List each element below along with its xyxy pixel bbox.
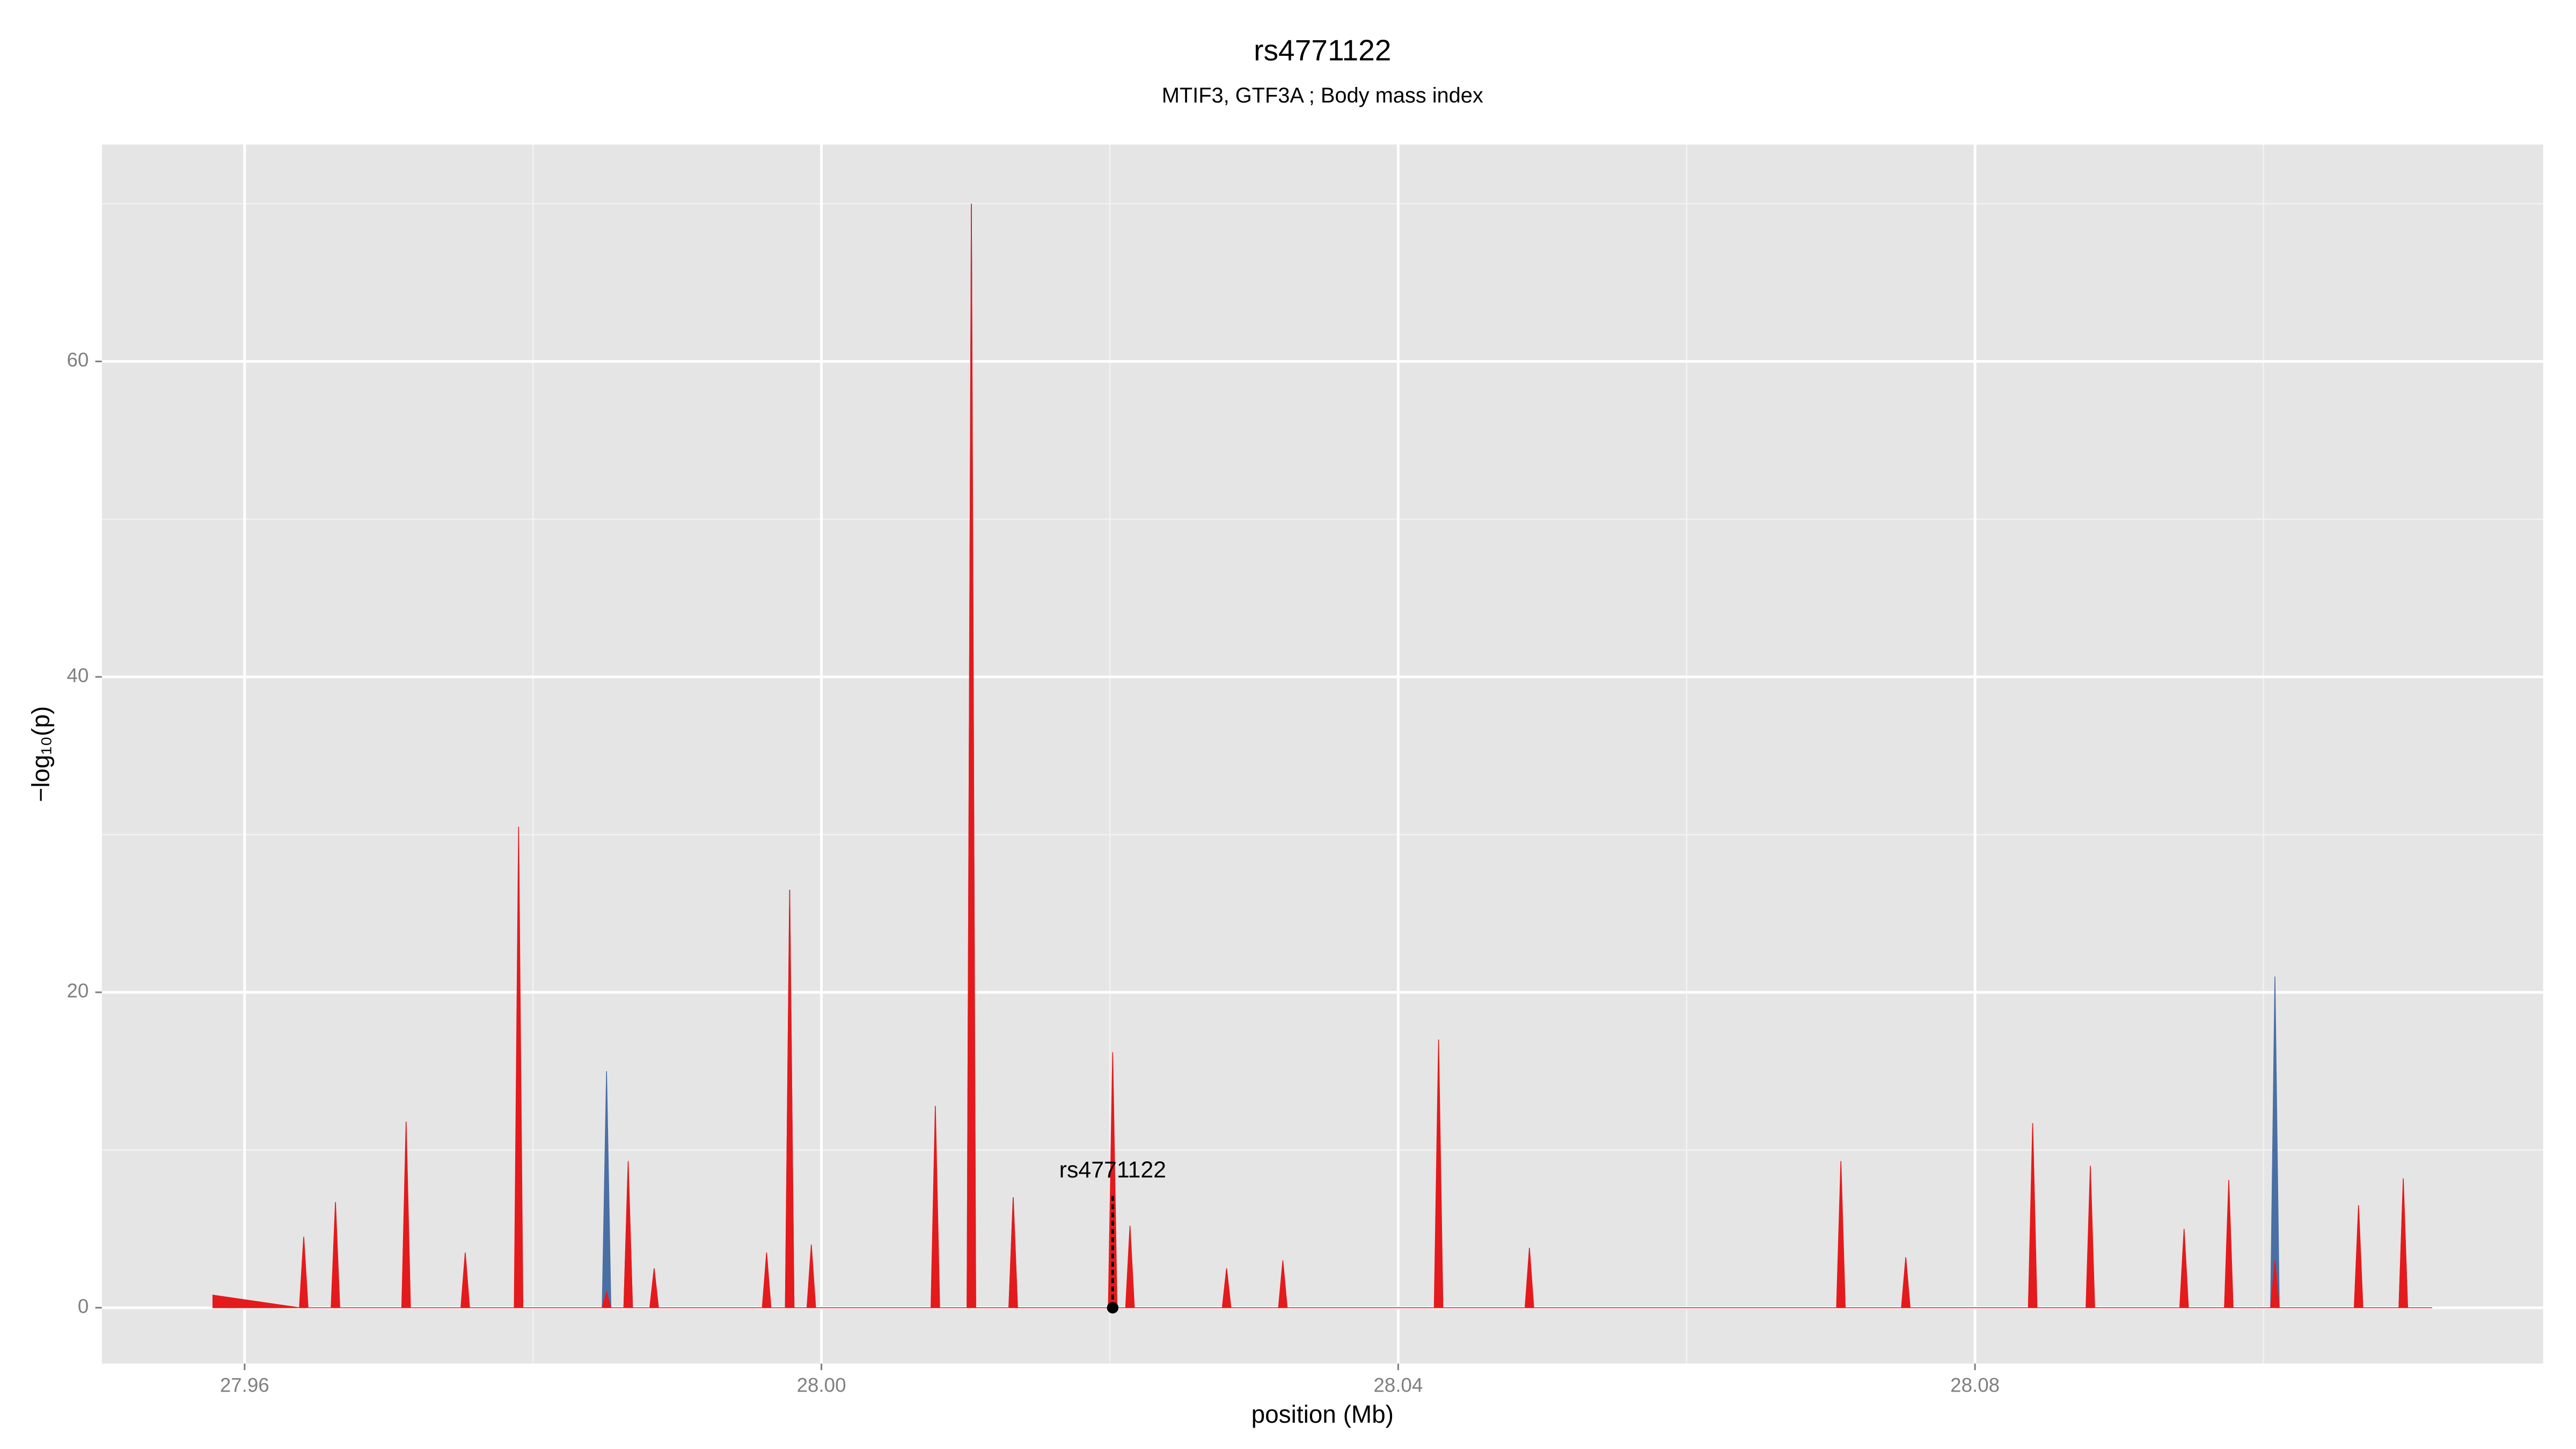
- chart-title: rs4771122: [1254, 34, 1391, 67]
- y-tick-label: 20: [67, 980, 89, 1002]
- plot-panel: [101, 144, 2543, 1364]
- x-tick-label: 27.96: [220, 1374, 269, 1396]
- x-tick-label: 28.00: [797, 1374, 846, 1396]
- y-axis-label: −log₁₀(p): [27, 706, 55, 802]
- y-tick-label: 0: [78, 1295, 89, 1317]
- x-tick-label: 28.04: [1373, 1374, 1423, 1396]
- highlight-label: rs4771122: [1059, 1157, 1166, 1183]
- y-tick-label: 60: [67, 349, 89, 371]
- area: [212, 203, 2432, 1308]
- x-axis-label: position (Mb): [1252, 1400, 1394, 1428]
- chart-subtitle: MTIF3, GTF3A ; Body mass index: [1162, 84, 1483, 107]
- labels: 27.96 28.00 28.04 28.08 0 20 40 60 rs4771122: [67, 349, 2000, 1396]
- y-tick-label: 40: [67, 664, 89, 686]
- x-tick-label: 28.08: [1950, 1374, 2000, 1396]
- highlight-point: [1107, 1302, 1119, 1314]
